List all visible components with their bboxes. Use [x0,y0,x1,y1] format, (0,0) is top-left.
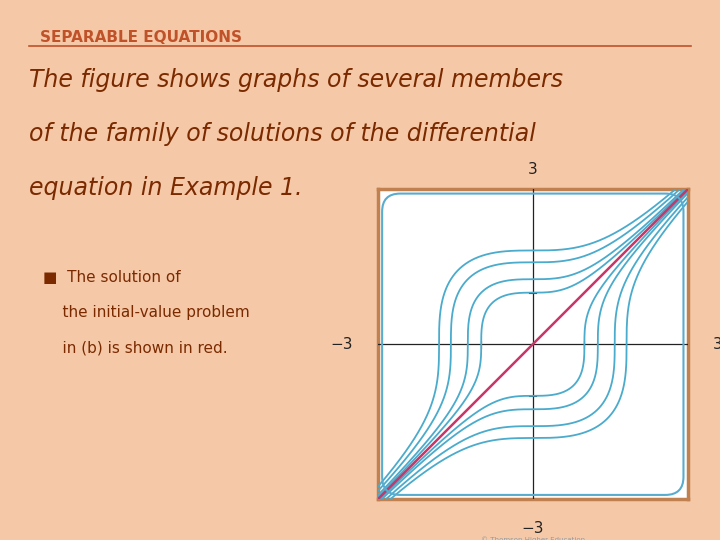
Text: in (b) is shown in red.: in (b) is shown in red. [43,340,228,355]
Text: equation in Example 1.: equation in Example 1. [29,176,302,199]
Text: 3: 3 [712,337,720,352]
Text: © Thomson Higher Education: © Thomson Higher Education [481,536,585,540]
Text: SEPARABLE EQUATIONS: SEPARABLE EQUATIONS [40,30,242,45]
Text: ■  The solution of: ■ The solution of [43,270,181,285]
Text: −3: −3 [330,337,354,352]
Text: −3: −3 [521,521,544,536]
Text: 3: 3 [528,162,538,177]
Text: The figure shows graphs of several members: The figure shows graphs of several membe… [29,68,563,91]
Text: of the family of solutions of the differential: of the family of solutions of the differ… [29,122,536,145]
Text: the initial-value problem: the initial-value problem [43,305,250,320]
